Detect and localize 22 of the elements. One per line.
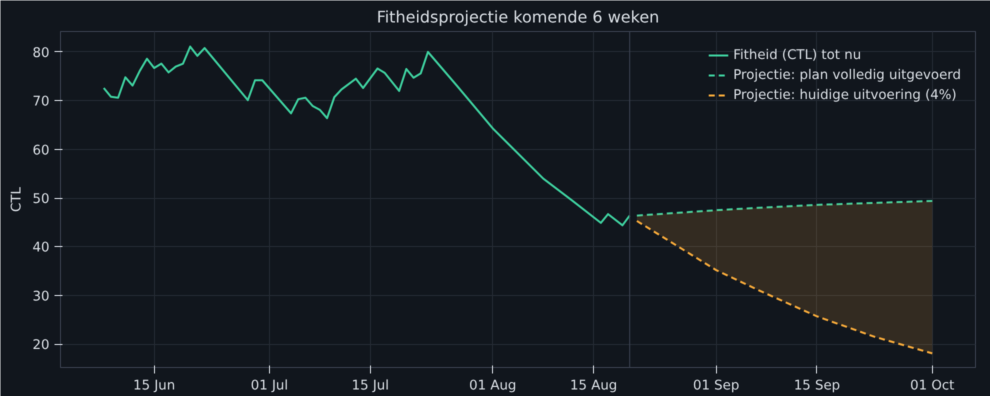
chart-title: Fitheidsprojectie komende 6 weken [376,8,660,26]
y-tick-label: 30 [32,289,50,304]
y-tick-label: 80 [32,46,50,61]
line-series [102,46,631,226]
y-tick-label: 50 [32,192,50,208]
y-tick-label: 70 [32,94,50,110]
y-tick-label: 20 [32,338,50,354]
x-tick-label: 15 Jul [352,378,389,394]
y-axis-title: CTL [10,186,25,212]
x-tick-label: 01 Jul [250,378,288,394]
legend-label: Projectie: huidige uitvoering (4%) [733,88,957,102]
line-series [636,200,934,217]
y-tick-label: 40 [32,240,50,256]
x-tick-label: 15 Jun [133,378,176,394]
x-tick-label: 01 Sep [692,378,740,394]
x-tick-label: 01 Oct [910,378,954,394]
x-tick-label: 01 Aug [469,378,516,394]
legend-label: Projectie: plan volledig uitgevoerd [733,68,961,82]
x-tick-label: 15 Aug [570,378,618,394]
y-tick-label: 60 [32,143,50,158]
x-tick-label: 15 Sep [794,378,840,394]
legend-label: Fitheid (CTL) tot nu [733,48,862,62]
